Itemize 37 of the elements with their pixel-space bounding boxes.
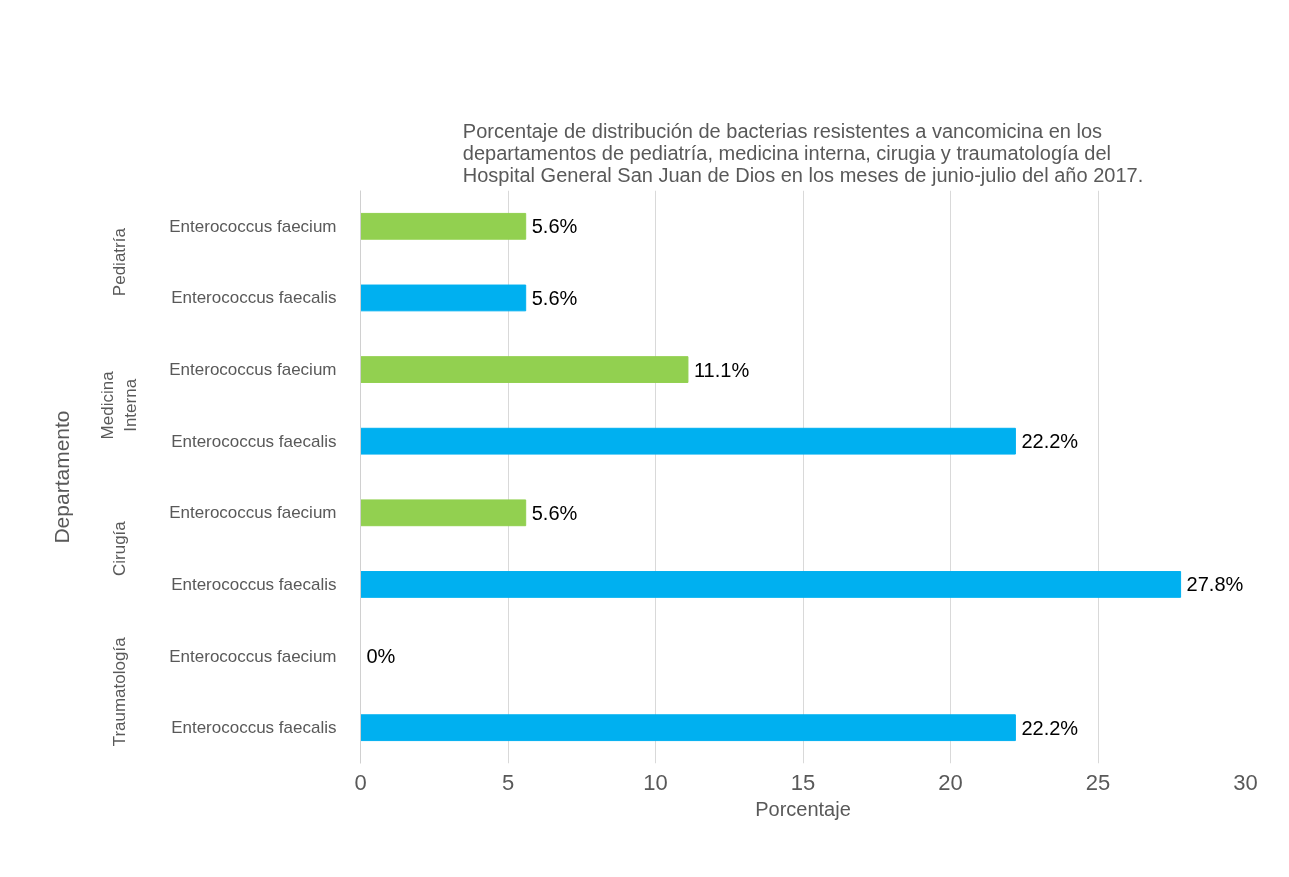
x-tick-label: 5 <box>501 769 515 795</box>
x-tick-label: 20 <box>938 769 963 795</box>
text: Medicina Interna <box>98 370 141 440</box>
y-tick-label: Enterococcus faecium <box>169 503 337 523</box>
bar <box>360 427 1016 455</box>
x-tick-label: 0 <box>354 769 367 795</box>
text: Traumatología <box>109 636 129 747</box>
bar <box>360 571 1182 598</box>
y-tick-label: Enterococcus faecium <box>169 216 337 236</box>
y-tick-label: Enterococcus faecalis <box>171 718 337 738</box>
data-label: 5.6% <box>531 286 578 309</box>
chart-title: Porcentaje de distribución de bacterias resistentes a vancomicina en los departamentos de pediatría, medicina interna, cirugia y traumatología del Hospital General San Juan de Dios en los meses de junio-julio del año 2017. <box>462 119 1144 186</box>
data-label: 22.2% <box>1021 716 1079 739</box>
x-tick-label: 30 <box>1233 769 1258 795</box>
y-tick-label: Enterococcus faecalis <box>171 574 337 594</box>
data-label: 0% <box>366 645 396 668</box>
y-axis-title: Departamento <box>49 410 73 544</box>
data-label: 11.1% <box>693 358 750 381</box>
data-label: 5.6% <box>531 215 578 238</box>
y-tick-label: Enterococcus faecium <box>169 360 337 380</box>
bar <box>360 212 527 240</box>
text: Pediatría <box>109 227 129 297</box>
data-label: 5.6% <box>531 501 578 524</box>
bar <box>360 714 1016 742</box>
y-tick-label: Enterococcus faecalis <box>171 288 337 308</box>
y-tick-label: Enterococcus faecium <box>169 646 337 666</box>
x-tick-label: 10 <box>643 769 668 795</box>
data-label: 22.2% <box>1021 430 1079 453</box>
data-label: 27.8% <box>1186 573 1244 596</box>
bar <box>360 356 689 383</box>
text: Cirugía <box>109 520 129 577</box>
bar <box>360 284 527 312</box>
x-axis-title: Porcentaje <box>755 797 851 820</box>
x-tick-label: 25 <box>1085 769 1111 795</box>
y-tick-label: Enterococcus faecalis <box>171 431 337 451</box>
x-tick-label: 15 <box>790 769 816 795</box>
bar <box>360 499 527 527</box>
